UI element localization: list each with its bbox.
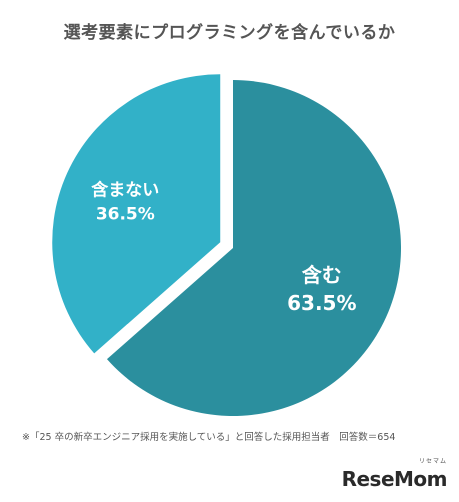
pie-slice-includes [106, 80, 402, 416]
pie-slice-excludes [52, 74, 221, 354]
slice-value-includes: 63.5% [287, 291, 356, 315]
logo-text: ReseMom [341, 467, 448, 491]
slice-value-excludes: 36.5% [96, 204, 155, 224]
chart-title: 選考要素にプログラミングを含んでいるか [63, 23, 396, 43]
resemom-logo: ReseMom リセマム [341, 458, 448, 491]
slice-label-excludes: 含まない [91, 179, 159, 200]
slice-label-includes: 含む [302, 263, 342, 287]
logo-subtext: リセマム [418, 458, 447, 465]
pie-slices [52, 74, 402, 416]
chart-footnote: ※「25 卒の新卒エンジニア採用を実施している」と回答した採用担当者 回答数＝6… [22, 432, 396, 443]
pie-labels: 含む 63.5% 含まない 36.5% [91, 179, 356, 315]
